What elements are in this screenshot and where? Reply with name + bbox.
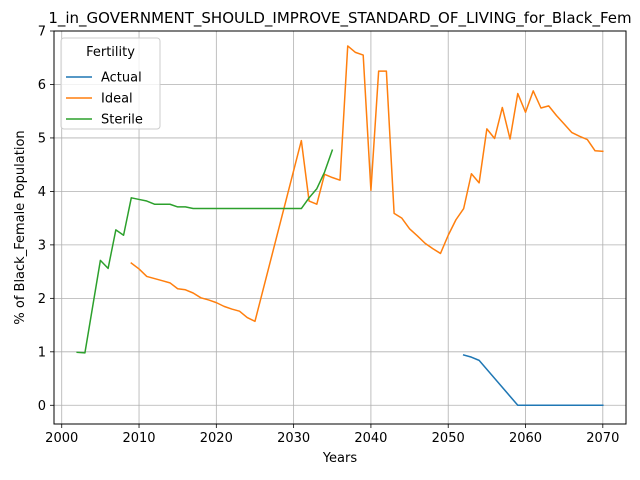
y-tick-label: 6 [38, 78, 46, 93]
plot-frame [53, 30, 627, 425]
chart-title: 1_in_GOVERNMENT_SHOULD_IMPROVE_STANDARD_… [48, 9, 631, 28]
series-line-actual [462, 354, 604, 407]
y-tick-label: 4 [38, 185, 46, 200]
y-axis-label: % of Black_Female Population [13, 130, 28, 324]
y-tick-label: 2 [38, 292, 46, 307]
x-tick-label: 2010 [122, 431, 155, 446]
x-tick-label: 2000 [45, 431, 78, 446]
legend-box [60, 37, 161, 130]
x-tick-label: 2060 [509, 431, 542, 446]
legend-entries: Actual Ideal Sterile [66, 71, 143, 128]
grid [54, 30, 626, 424]
x-tick-label: 2020 [200, 431, 233, 446]
x-axis-ticks: 2000 2010 2020 2030 2040 2050 2060 2070 [45, 424, 619, 446]
y-tick-label: 0 [38, 399, 46, 414]
y-tick-label: 3 [38, 238, 46, 253]
legend-label-ideal: Ideal [101, 92, 133, 107]
x-axis-label: Years [322, 451, 358, 466]
y-tick-label: 1 [38, 345, 46, 360]
y-axis-ticks: 0 1 2 3 4 5 6 7 [38, 25, 54, 414]
x-tick-label: 2050 [432, 431, 465, 446]
series-line-sterile [76, 149, 334, 354]
x-tick-label: 2030 [277, 431, 310, 446]
x-tick-label: 2040 [354, 431, 387, 446]
series-line-ideal [130, 45, 604, 323]
x-tick-label: 2070 [586, 431, 619, 446]
legend-label-sterile: Sterile [101, 113, 143, 128]
y-tick-label: 5 [38, 131, 46, 146]
y-tick-label: 7 [38, 25, 46, 40]
legend: Fertility Actual Ideal Sterile [60, 37, 161, 130]
series-layer [76, 45, 604, 407]
legend-label-actual: Actual [101, 71, 142, 86]
legend-title: Fertility [86, 45, 135, 60]
